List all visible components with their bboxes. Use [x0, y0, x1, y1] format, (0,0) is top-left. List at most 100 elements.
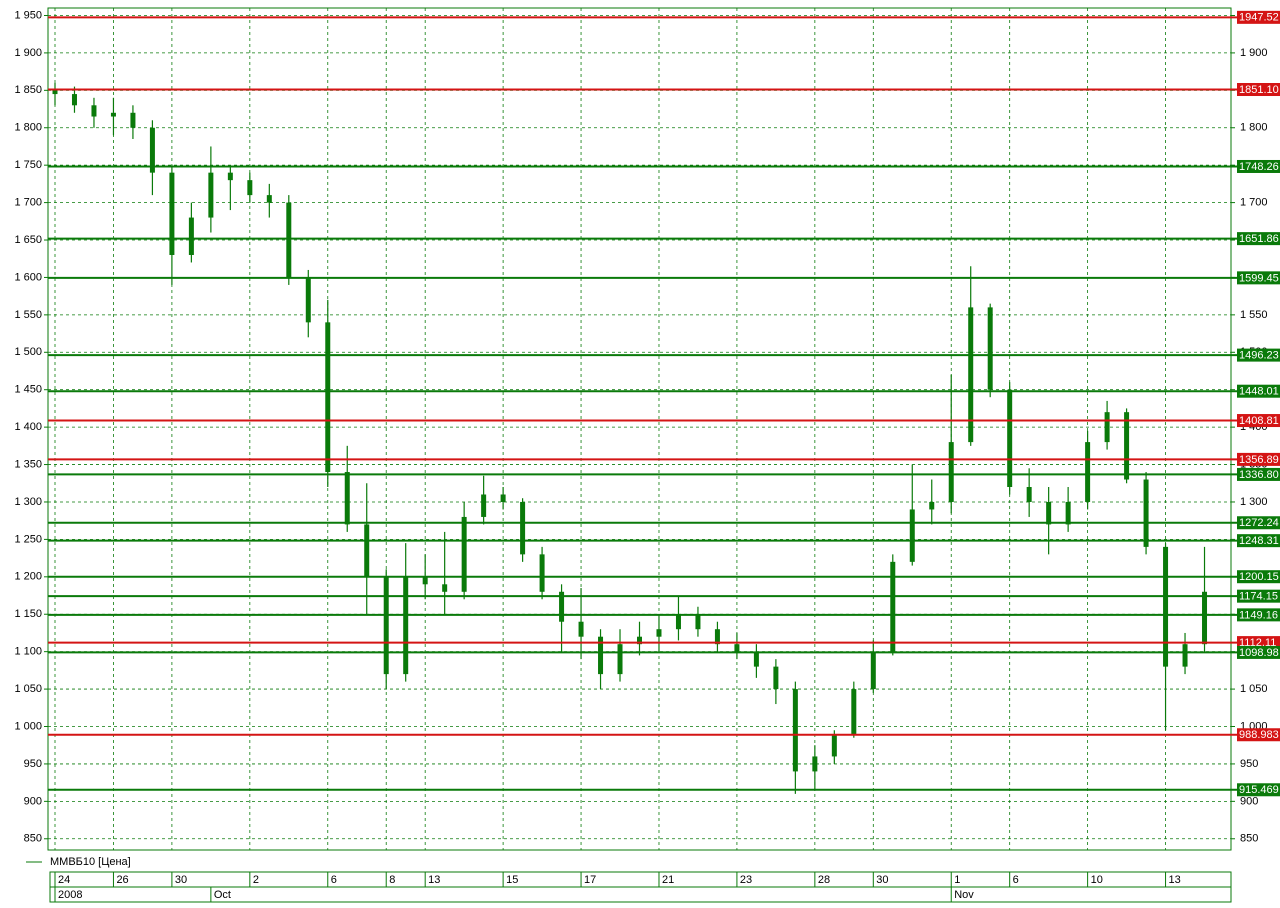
candle-body	[91, 105, 97, 117]
candle-body	[1104, 412, 1110, 443]
level-label-box	[1237, 271, 1280, 285]
y-tick-label: 1 000	[14, 720, 42, 732]
y-tick-label: 850	[24, 833, 42, 845]
candle-body	[227, 172, 233, 181]
candle-body	[617, 644, 623, 675]
candle-body	[305, 277, 311, 323]
y-tick-label: 1 750	[14, 159, 42, 171]
level-label-box	[1237, 534, 1280, 548]
x-tick-label: 23	[740, 874, 752, 886]
candle-body	[286, 202, 292, 278]
candle-body	[851, 689, 857, 734]
y2-tick-label: 1 800	[1240, 122, 1268, 134]
candle-body	[364, 524, 370, 577]
level-label: 1248.31	[1239, 535, 1279, 547]
y2-tick-label: 1 550	[1240, 309, 1268, 321]
candle-body	[383, 576, 389, 675]
y-tick-label: 1 100	[14, 646, 42, 658]
candle-body	[1163, 546, 1169, 667]
level-label: 1851.10	[1239, 84, 1279, 96]
candle-body	[675, 614, 681, 630]
y-tick-label: 1 700	[14, 197, 42, 209]
candle-body	[422, 576, 428, 585]
level-label-box	[1237, 645, 1280, 659]
x-tick-label: 15	[506, 874, 518, 886]
level-label-box	[1237, 467, 1280, 481]
y-tick-label: 1 800	[14, 122, 42, 134]
y-tick-label: 1 450	[14, 384, 42, 396]
candle-body	[149, 127, 155, 173]
level-label: 988.983	[1239, 729, 1279, 741]
level-label: 1599.45	[1239, 272, 1279, 284]
candle-body	[656, 629, 662, 637]
x-tick-label: 6	[1013, 874, 1019, 886]
candle-body	[598, 636, 604, 675]
candle-body	[968, 307, 974, 443]
candle-body	[559, 591, 565, 622]
level-label-box	[1237, 636, 1280, 650]
candle-body	[169, 172, 175, 255]
candle-body	[929, 501, 935, 510]
y2-tick-label: 1 900	[1240, 47, 1268, 59]
candle-body	[461, 516, 467, 592]
level-label: 1200.15	[1239, 571, 1279, 583]
level-label-box	[1237, 516, 1280, 530]
y-tick-label: 1 650	[14, 234, 42, 246]
y-tick-label: 1 300	[14, 496, 42, 508]
candle-body	[188, 217, 194, 255]
level-label: 915.469	[1239, 784, 1279, 796]
level-label-box	[1237, 348, 1280, 362]
level-label: 1448.01	[1239, 386, 1279, 398]
period-label: 2008	[58, 889, 82, 901]
level-label: 1098.98	[1239, 647, 1279, 659]
level-label-box	[1237, 728, 1280, 742]
candle-body	[987, 307, 993, 390]
x-tick-label: 13	[1169, 874, 1181, 886]
x-tick-label: 24	[58, 874, 70, 886]
candle-body	[539, 554, 545, 592]
x-tick-label: 13	[428, 874, 440, 886]
candle-body	[71, 94, 77, 106]
candle-body	[578, 621, 584, 637]
y2-tick-label: 900	[1240, 795, 1258, 807]
candle-body	[637, 636, 642, 645]
y-tick-label: 1 900	[14, 47, 42, 59]
y-tick-label: 1 400	[14, 421, 42, 433]
candle-body	[792, 689, 798, 772]
level-label-box	[1237, 570, 1280, 584]
candle-body	[734, 644, 740, 652]
level-label: 1651.86	[1239, 233, 1279, 245]
level-label: 1336.80	[1239, 469, 1279, 481]
candle-body	[773, 666, 779, 690]
y2-tick-label: 1 050	[1240, 683, 1268, 695]
y-tick-label: 1 050	[14, 683, 42, 695]
x-tick-label: 30	[876, 874, 888, 886]
candle-body	[208, 172, 214, 218]
level-label: 1149.16	[1239, 609, 1278, 621]
candle-body	[500, 494, 506, 502]
y-tick-label: 1 950	[14, 9, 42, 21]
candle-body	[1065, 501, 1071, 525]
candle-body	[890, 561, 896, 652]
y-tick-label: 1 200	[14, 571, 42, 583]
plot-frame	[47, 7, 1232, 851]
level-label-box	[1237, 589, 1280, 603]
y2-tick-label: 850	[1240, 833, 1258, 845]
x-tick-label: 1	[954, 874, 960, 886]
candle-body	[442, 584, 448, 592]
candle-body	[909, 509, 915, 562]
candle-body	[266, 195, 272, 203]
level-label-box	[1237, 414, 1280, 428]
x-tick-label: 8	[389, 874, 395, 886]
level-label-box	[1237, 83, 1280, 97]
period-label: Oct	[214, 889, 231, 901]
candle-body	[1182, 644, 1188, 667]
legend-label: ММВБ10 [Цена]	[50, 856, 131, 868]
level-label-box	[1237, 10, 1280, 24]
level-label: 1272.24	[1239, 517, 1279, 529]
y-tick-label: 1 150	[14, 608, 42, 620]
candle-body	[870, 651, 876, 690]
candle-body	[52, 90, 58, 95]
candle-body	[1124, 412, 1130, 480]
candle-body	[1143, 479, 1149, 547]
